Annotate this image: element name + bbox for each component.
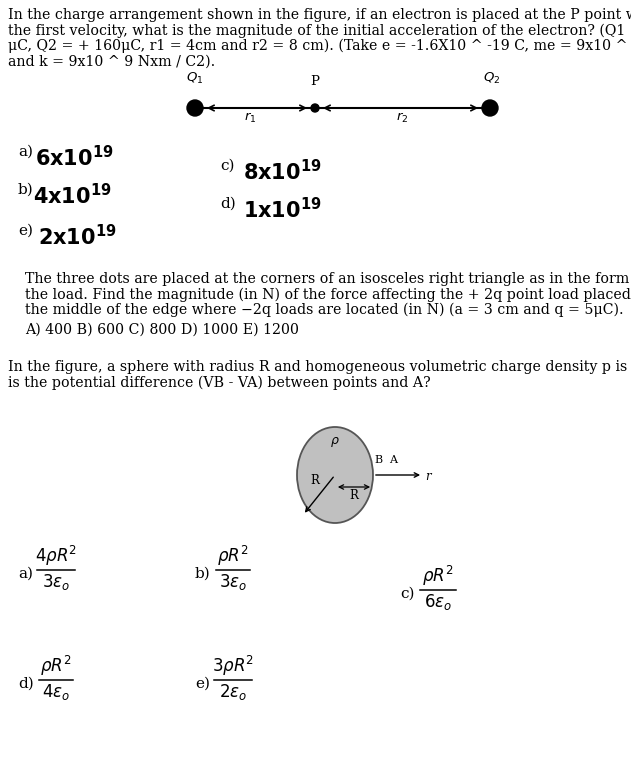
Ellipse shape xyxy=(297,427,373,523)
Text: $\mathbf{6x10^{19}}$: $\mathbf{6x10^{19}}$ xyxy=(35,145,114,170)
Text: $4\varepsilon_o$: $4\varepsilon_o$ xyxy=(42,682,70,702)
Text: the first velocity, what is the magnitude of the initial acceleration of the ele: the first velocity, what is the magnitud… xyxy=(8,24,631,38)
Text: b): b) xyxy=(195,567,211,581)
Text: $\rho R^2$: $\rho R^2$ xyxy=(40,654,72,678)
Text: b): b) xyxy=(18,183,33,197)
Text: a): a) xyxy=(18,145,33,159)
Text: $\mathbf{2x10^{19}}$: $\mathbf{2x10^{19}}$ xyxy=(38,224,117,249)
Text: c): c) xyxy=(400,587,415,601)
Text: $\rho$: $\rho$ xyxy=(330,435,340,449)
Text: A: A xyxy=(389,455,397,465)
Text: e): e) xyxy=(18,224,33,238)
Text: $3\varepsilon_o$: $3\varepsilon_o$ xyxy=(219,572,247,592)
Text: R: R xyxy=(310,473,319,486)
Text: $\rho R^2$: $\rho R^2$ xyxy=(217,544,249,568)
Text: $4\rho R^2$: $4\rho R^2$ xyxy=(35,544,77,568)
Text: $Q_1$: $Q_1$ xyxy=(186,71,204,86)
Text: the middle of the edge where −2q loads are located (in N) (a = 3 cm and q = 5μC): the middle of the edge where −2q loads a… xyxy=(25,303,623,318)
Text: $2\varepsilon_o$: $2\varepsilon_o$ xyxy=(219,682,247,702)
Circle shape xyxy=(187,100,203,116)
Text: R: R xyxy=(350,489,358,502)
Text: d): d) xyxy=(220,197,236,211)
Text: c): c) xyxy=(220,159,235,173)
Text: $6\varepsilon_o$: $6\varepsilon_o$ xyxy=(424,592,452,612)
Text: a): a) xyxy=(18,567,33,581)
Text: A) 400 B) 600 C) 800 D) 1000 E) 1200: A) 400 B) 600 C) 800 D) 1000 E) 1200 xyxy=(25,323,299,337)
Text: $r_2$: $r_2$ xyxy=(396,111,409,125)
Circle shape xyxy=(482,100,498,116)
Text: In the figure, a sphere with radius R and homogeneous volumetric charge density : In the figure, a sphere with radius R an… xyxy=(8,360,631,374)
Text: P: P xyxy=(310,75,319,88)
Text: B: B xyxy=(374,455,382,465)
Text: μC, Q2 = + 160μC, r1 = 4cm and r2 = 8 cm). (Take e = -1.6X10 ^ -19 C, me = 9x10 : μC, Q2 = + 160μC, r1 = 4cm and r2 = 8 cm… xyxy=(8,39,631,54)
Text: $3\varepsilon_o$: $3\varepsilon_o$ xyxy=(42,572,70,592)
Text: $Q_2$: $Q_2$ xyxy=(483,71,500,86)
Text: is the potential difference (VB - VA) between points and A?: is the potential difference (VB - VA) be… xyxy=(8,376,430,390)
Text: and k = 9x10 ^ 9 Nxm / C2).: and k = 9x10 ^ 9 Nxm / C2). xyxy=(8,54,215,68)
Text: $\rho R^2$: $\rho R^2$ xyxy=(422,564,454,588)
Text: r: r xyxy=(425,469,430,482)
Text: $\mathbf{4x10^{19}}$: $\mathbf{4x10^{19}}$ xyxy=(33,183,112,208)
Text: e): e) xyxy=(195,677,210,691)
Circle shape xyxy=(311,104,319,112)
Text: the load. Find the magnitude (in N) of the force affecting the + 2q point load p: the load. Find the magnitude (in N) of t… xyxy=(25,288,631,302)
Text: $r_1$: $r_1$ xyxy=(244,111,256,125)
Text: d): d) xyxy=(18,677,33,691)
Text: In the charge arrangement shown in the figure, if an electron is placed at the P: In the charge arrangement shown in the f… xyxy=(8,8,631,22)
Text: $\mathbf{1x10^{19}}$: $\mathbf{1x10^{19}}$ xyxy=(243,197,322,222)
Text: $\mathbf{8x10^{19}}$: $\mathbf{8x10^{19}}$ xyxy=(243,159,322,184)
Text: $3\rho R^2$: $3\rho R^2$ xyxy=(212,654,254,678)
Text: The three dots are placed at the corners of an isosceles right triangle as in th: The three dots are placed at the corners… xyxy=(25,272,631,286)
